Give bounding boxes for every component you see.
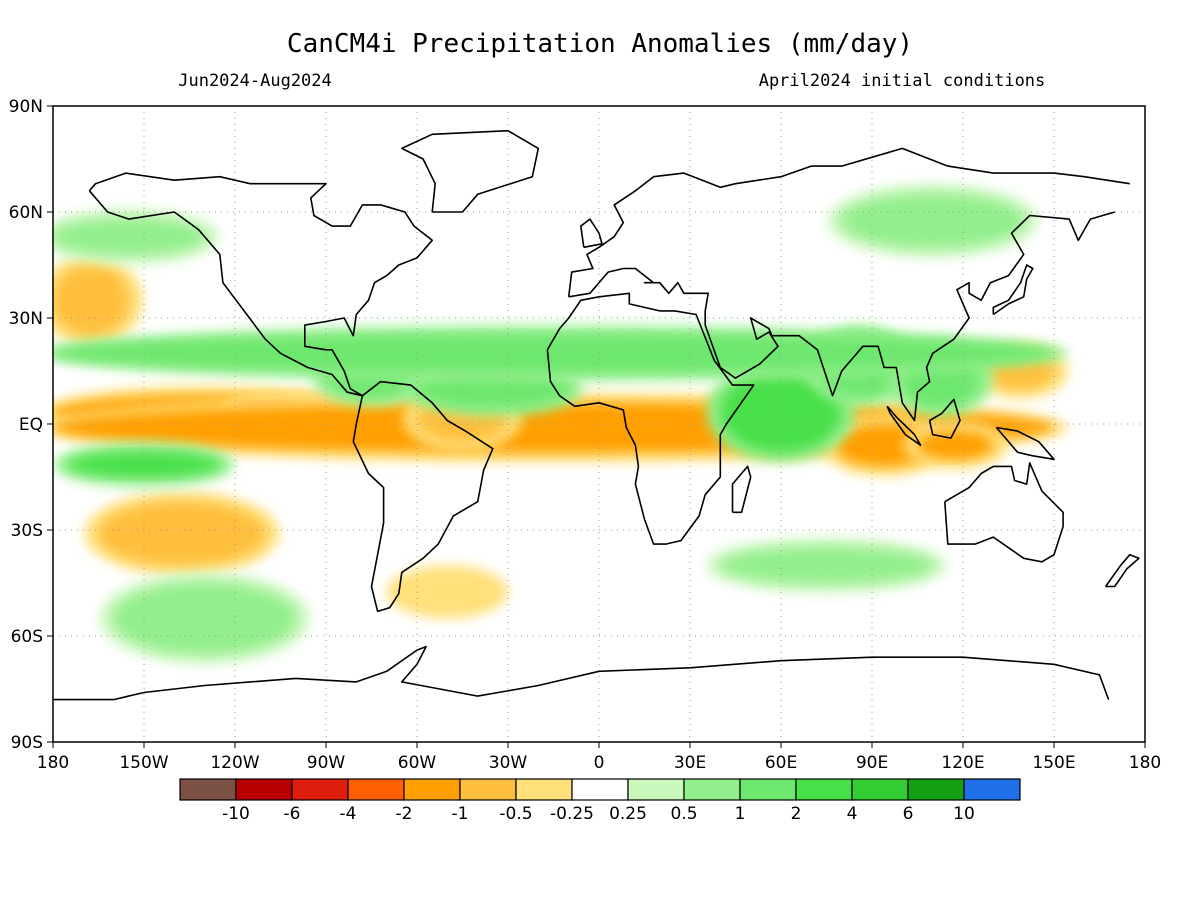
lon-label: 90E (856, 753, 888, 773)
colorbar-swatch (459, 778, 517, 801)
colorbar-swatch (291, 778, 349, 801)
lat-label: 30S (11, 521, 43, 541)
colorbar-label: 1 (735, 804, 746, 824)
coast-australia (944, 462, 1064, 563)
lat-label: 90N (9, 97, 43, 117)
lon-label: 90W (307, 753, 346, 773)
lon-label: 60E (765, 753, 797, 773)
indian-ocean-dry (835, 424, 933, 467)
coast-north-america (88, 172, 433, 397)
colorbar-label: -6 (284, 804, 301, 824)
southern-pacific-wet (113, 583, 296, 654)
lon-label: 60W (398, 753, 437, 773)
siberia-wet (841, 194, 1024, 248)
colorbar-label: 2 (791, 804, 802, 824)
lat-label: EQ (19, 415, 43, 435)
colorbar-label: 10 (953, 804, 975, 824)
western-pacific-wet (53, 335, 1054, 372)
forecast-period: Jun2024-Aug2024 (178, 71, 332, 91)
colorbar-label: -0.25 (550, 804, 594, 824)
south-pacific-dry (98, 501, 266, 566)
colorbar-swatch (515, 778, 573, 801)
coast-great-britain (580, 218, 603, 249)
lat-label: 60S (11, 627, 43, 647)
coastlines (53, 129, 1140, 701)
colorbar-label: -2 (396, 804, 413, 824)
lon-label: 120E (941, 753, 984, 773)
south-atlantic-dry (386, 565, 509, 619)
colorbar-swatch (907, 778, 965, 801)
colorbar-label: 0.5 (670, 804, 697, 824)
colorbar-labels: -10 -6 -4 -2 -1 -0.5 -0.25 0.25 0.5 1 2 4 6 10 (222, 804, 975, 824)
coast-south-america (352, 380, 494, 613)
southern-indian-ocean-wet (720, 547, 933, 583)
colorbar-label: -0.5 (499, 804, 532, 824)
coast-sumatra (886, 405, 922, 446)
anomaly-field (53, 184, 1068, 664)
coast-greenland (401, 129, 540, 213)
lat-label: 90S (11, 733, 43, 753)
colorbar-swatch (179, 778, 237, 801)
colorbar-swatch (963, 778, 1021, 801)
equatorial-pacific-wet (68, 452, 220, 477)
colorbar-swatch (739, 778, 797, 801)
graticule (53, 106, 1145, 742)
east-africa-indian-wet (720, 371, 842, 453)
latitude-axis: 90N 60N 30N EQ 30S 60S 90S (9, 97, 53, 753)
colorbar-swatch (347, 778, 405, 801)
coast-new-zealand (1104, 553, 1140, 588)
colorbar-swatch (627, 778, 685, 801)
colorbar-swatch (403, 778, 461, 801)
colorbar-label: -10 (222, 804, 250, 824)
coast-madagascar (731, 465, 752, 514)
map-title: CanCM4i Precipitation Anomalies (mm/day) (287, 29, 913, 59)
coast-africa (546, 292, 755, 545)
coast-japan (992, 264, 1034, 316)
coast-antarctica (53, 645, 1110, 701)
initial-conditions: April2024 initial conditions (759, 71, 1046, 91)
colorbar-swatch (851, 778, 909, 801)
colorbar (179, 778, 1021, 801)
lat-label: 60N (9, 203, 43, 223)
lat-label: 30N (9, 309, 43, 329)
lon-label: 30W (489, 753, 528, 773)
colorbar-swatch (571, 778, 629, 801)
longitude-axis: 180 150W 120W 90W 60W 30W 0 30E 60E 90E 120E 150E 18… (37, 742, 1161, 773)
lon-label: 30E (674, 753, 706, 773)
indonesia-dry (917, 431, 994, 460)
lon-label: 0 (594, 753, 605, 773)
colorbar-label: 0.25 (609, 804, 647, 824)
colorbar-label: -4 (340, 804, 357, 824)
lon-label: 150W (119, 753, 168, 773)
lon-label: 150E (1032, 753, 1075, 773)
coast-eurasia (567, 147, 1130, 422)
colorbar-label: 6 (903, 804, 914, 824)
northeast-pacific-dry (53, 265, 129, 336)
colorbar-swatch (795, 778, 853, 801)
coast-new-guinea (995, 426, 1055, 461)
colorbar-label: 4 (847, 804, 858, 824)
lon-label: 180 (37, 753, 69, 773)
lon-label: 120W (210, 753, 259, 773)
lon-label: 180 (1129, 753, 1161, 773)
north-pacific-wet (53, 219, 205, 255)
colorbar-swatch (683, 778, 741, 801)
colorbar-label: -1 (452, 804, 469, 824)
coast-borneo (928, 398, 961, 439)
colorbar-swatch (235, 778, 293, 801)
